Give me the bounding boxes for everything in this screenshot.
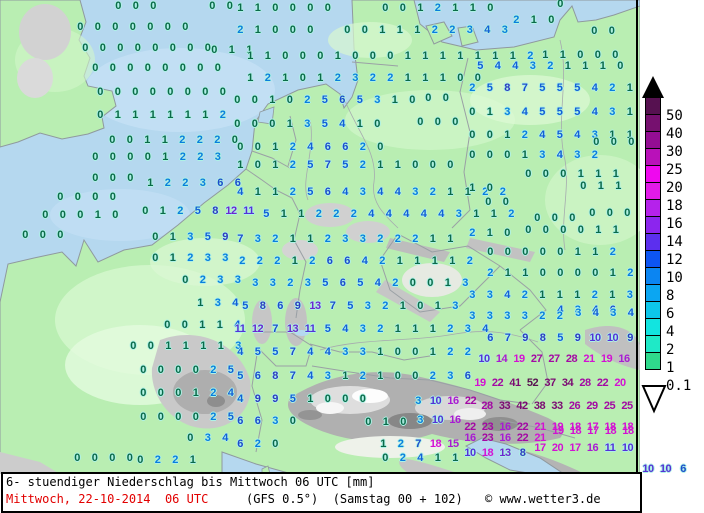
legend-cell <box>645 165 661 183</box>
legend-cell <box>645 267 661 285</box>
legend-cell <box>645 182 661 200</box>
legend-label: 2 <box>666 342 675 358</box>
precip-value: 10 <box>659 463 672 475</box>
legend-label: 1 <box>666 360 675 376</box>
ijsselmeer-lake <box>257 106 275 125</box>
legend-label: 6 <box>666 306 675 322</box>
legend-label: 50 <box>666 108 683 124</box>
legend-cell <box>645 199 661 217</box>
legend-cell <box>645 148 661 166</box>
legend-cell <box>645 216 661 234</box>
legend-label: 14 <box>666 234 683 250</box>
legend-label: 25 <box>666 162 683 178</box>
legend-cell <box>645 131 661 149</box>
legend-color-bar <box>645 97 661 370</box>
danish-island <box>425 21 453 45</box>
legend-label: 10 <box>666 270 683 286</box>
country-borders <box>245 57 576 453</box>
map-svg <box>0 0 655 475</box>
legend-cell <box>645 301 661 319</box>
caption-title: 6- stuendiger Niederschlag bis Mittwoch … <box>6 475 375 489</box>
legend-label: 8 <box>666 288 675 304</box>
rivers <box>305 39 567 351</box>
legend-cell <box>645 97 661 115</box>
legend-label: 0.1 <box>666 378 692 394</box>
bodensee-lake <box>295 330 309 336</box>
legend-cell <box>645 233 661 251</box>
map-right-border <box>636 0 638 474</box>
caption-copyright: © www.wetter3.de <box>485 492 601 506</box>
map-area <box>0 0 655 475</box>
caption-valid-datetime: Mittwoch, 22-10-2014 06 UTC <box>6 492 209 506</box>
legend-label: 18 <box>666 198 683 214</box>
legend-cell <box>645 250 661 268</box>
legend-label: 4 <box>666 324 675 340</box>
legend-cell <box>645 114 661 132</box>
precip-value: 6 <box>680 463 686 475</box>
legend-cell <box>645 352 661 370</box>
legend-label: 20 <box>666 180 683 196</box>
legend-arrow-down-icon <box>641 385 667 414</box>
legend-label: 16 <box>666 216 683 232</box>
legend-cell <box>645 318 661 336</box>
legend-cell <box>645 335 661 353</box>
caption-box: 6- stuendiger Niederschlag bis Mittwoch … <box>1 472 642 513</box>
legend-cell <box>645 284 661 302</box>
precip-value: 10 <box>642 463 654 475</box>
legend-arrow-up-icon <box>642 76 664 98</box>
legend-label: 12 <box>666 252 683 268</box>
legend-label: 40 <box>666 126 683 142</box>
danish-island <box>457 25 479 47</box>
legend-label: 30 <box>666 144 683 160</box>
caption-model-run: (GFS 0.5°) (Samstag 00 + 102) <box>246 492 463 506</box>
